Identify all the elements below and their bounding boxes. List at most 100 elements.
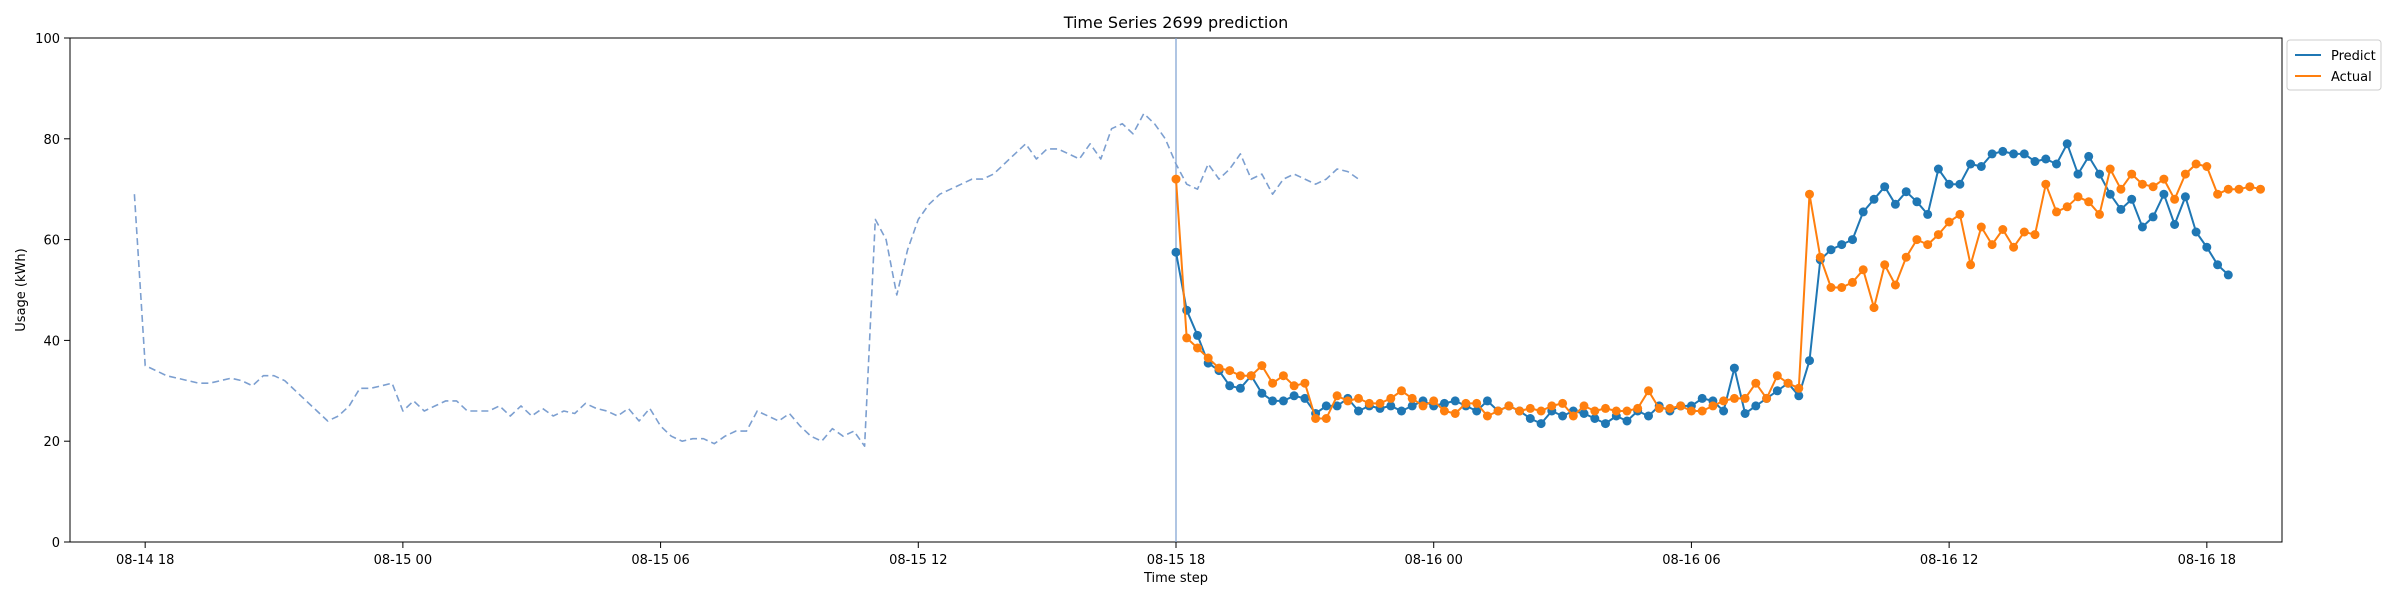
data-point-predict	[1171, 247, 1181, 257]
data-point-predict	[1912, 197, 1922, 207]
data-point-predict	[1182, 305, 1192, 315]
data-point-predict	[1976, 162, 1986, 171]
legend: Predict Actual	[2286, 39, 2382, 91]
data-point-predict	[1525, 414, 1535, 423]
data-point-actual	[2170, 194, 2180, 204]
data-point-actual	[1525, 403, 1535, 413]
data-point-actual	[1235, 371, 1245, 381]
data-point-actual	[2116, 184, 2126, 194]
x-tick-label: 08-15 00	[374, 553, 432, 568]
data-point-actual	[1826, 283, 1836, 292]
y-tick-label: 100	[35, 32, 60, 47]
data-point-predict	[1998, 146, 2008, 156]
x-axis-label: Time step	[1143, 571, 1208, 586]
data-point-actual	[2245, 182, 2255, 192]
data-point-actual	[1601, 403, 1610, 413]
data-point-actual	[1880, 260, 1890, 270]
data-point-actual	[1407, 393, 1417, 403]
data-point-predict	[1407, 401, 1417, 411]
data-point-actual	[1397, 386, 1406, 396]
x-tick-label: 08-16 18	[2178, 553, 2236, 568]
data-point-actual	[1933, 230, 1943, 240]
data-point-actual	[1740, 393, 1750, 403]
data-point-predict	[2116, 204, 2126, 214]
data-point-actual	[2073, 192, 2083, 202]
data-point-predict	[1644, 411, 1653, 421]
legend-label-actual: Actual	[2331, 70, 2372, 85]
legend-label-predict: Predict	[2331, 49, 2376, 64]
data-point-predict	[1858, 207, 1868, 217]
data-point-actual	[1182, 333, 1192, 343]
data-point-predict	[1235, 383, 1245, 393]
data-point-actual	[1343, 396, 1353, 406]
data-point-predict	[1794, 391, 1804, 401]
data-point-predict	[1805, 356, 1814, 366]
data-point-predict	[2148, 212, 2158, 222]
data-point-predict	[2170, 220, 2180, 229]
data-point-actual	[2202, 162, 2212, 171]
data-point-predict	[1740, 409, 1750, 418]
data-point-actual	[2127, 169, 2137, 179]
data-point-actual	[1171, 174, 1181, 184]
x-tick-label: 08-16 00	[1404, 553, 1462, 568]
data-point-actual	[1987, 240, 1997, 250]
data-point-actual	[1676, 401, 1686, 411]
data-point-actual	[1461, 398, 1471, 408]
x-axis-ticks: 08-14 18 08-15 00 08-15 06 08-15 12 08-15 18…	[116, 542, 2236, 568]
data-point-actual	[1375, 398, 1385, 408]
data-point-predict	[1482, 396, 1492, 406]
data-point-predict	[2052, 159, 2061, 169]
data-point-actual	[1944, 217, 1954, 227]
data-point-predict	[2095, 169, 2104, 179]
data-point-actual	[1439, 406, 1449, 416]
data-point-predict	[2062, 139, 2072, 149]
data-point-predict	[1386, 401, 1396, 411]
data-point-actual	[1955, 209, 1965, 219]
legend-box	[2286, 39, 2382, 91]
data-point-actual	[1332, 391, 1342, 401]
data-point-predict	[1397, 406, 1406, 416]
y-axis-ticks: 0 20 40 60 80 100	[35, 32, 70, 551]
data-point-actual	[2052, 207, 2061, 217]
data-point-actual	[2030, 230, 2040, 240]
data-point-actual	[1901, 252, 1911, 262]
data-point-actual	[1386, 393, 1396, 403]
x-tick-label: 08-15 06	[631, 553, 689, 568]
data-point-predict	[2180, 192, 2190, 202]
data-point-predict	[2073, 169, 2083, 179]
data-point-actual	[1869, 303, 1879, 313]
data-point-actual	[1923, 240, 1933, 250]
data-point-predict	[1869, 194, 1879, 204]
data-point-actual	[1214, 363, 1224, 373]
data-point-actual	[2041, 179, 2051, 189]
data-point-actual	[1998, 225, 2008, 234]
data-point-actual	[1976, 222, 1986, 232]
data-point-actual	[2234, 184, 2244, 194]
data-point-actual	[1547, 401, 1557, 411]
data-point-actual	[1590, 406, 1600, 416]
data-point-predict	[2019, 149, 2029, 159]
data-point-actual	[2009, 242, 2019, 252]
data-point-predict	[2213, 260, 2223, 270]
data-point-predict	[1880, 182, 1890, 192]
data-point-predict	[1933, 164, 1943, 174]
data-point-actual	[1708, 401, 1718, 411]
data-point-predict	[1601, 419, 1610, 429]
data-point-predict	[2030, 157, 2040, 166]
data-point-actual	[2019, 227, 2029, 237]
data-point-actual	[1450, 409, 1460, 418]
data-point-predict	[1579, 409, 1589, 418]
data-point-predict	[1729, 363, 1739, 373]
data-point-actual	[1654, 403, 1664, 413]
data-point-predict	[1697, 393, 1707, 403]
data-point-actual	[1686, 406, 1696, 416]
data-point-actual	[1493, 406, 1503, 416]
data-point-actual	[2191, 159, 2201, 169]
data-point-actual	[1193, 343, 1202, 353]
data-point-predict	[2137, 222, 2147, 232]
data-point-actual	[1289, 381, 1299, 391]
data-point-actual	[1278, 371, 1288, 381]
data-point-actual	[2159, 174, 2169, 184]
